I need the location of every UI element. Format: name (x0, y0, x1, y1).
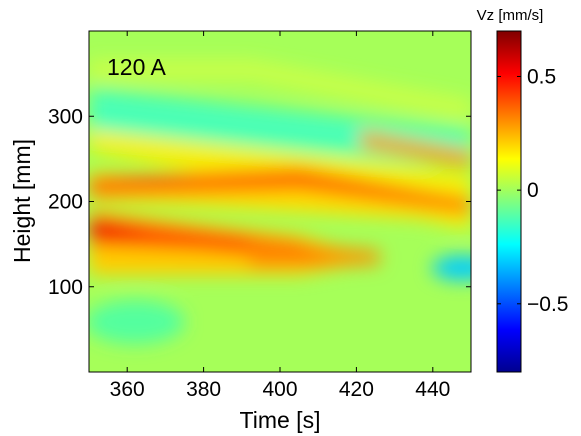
heatmap-field (89, 60, 471, 344)
y-tick-label: 200 (48, 191, 83, 214)
x-tick-label: 440 (415, 378, 450, 401)
field-red-band-upper-core (89, 168, 471, 212)
field-orange-right (250, 240, 380, 268)
x-tick-label: 380 (186, 378, 221, 401)
y-axis-label: Height [mm] (9, 139, 35, 263)
field-cyan-blob-bottom (89, 300, 185, 344)
field-cyan-blob-right (432, 256, 471, 280)
colorbar-gradient (496, 30, 522, 373)
field-light-yellow-top (89, 60, 471, 120)
x-tick-label: 420 (339, 378, 374, 401)
y-tick-label: 300 (48, 105, 83, 128)
x-axis-label: Time [s] (240, 407, 321, 433)
colorbar-ticks: −0.5 0 0.5 (497, 65, 568, 316)
plot-area: 120 A (88, 30, 472, 373)
colorbar-tick-label: 0 (527, 179, 539, 202)
colorbar: −0.5 0 0.5 Vz [mm/s] (477, 7, 568, 373)
y-axis: 100 200 300 (48, 105, 471, 299)
colorbar-tick-label: −0.5 (527, 293, 568, 316)
x-tick-label: 400 (262, 378, 297, 401)
annotation-label: 120 A (107, 54, 166, 80)
x-axis: 360 380 400 420 440 (110, 31, 450, 401)
colorbar-tick-label: 0.5 (527, 65, 556, 88)
field-upper-orange-band (360, 130, 471, 168)
field-red-band-lower-deep (89, 218, 150, 238)
x-tick-label: 360 (110, 378, 145, 401)
colorbar-title: Vz [mm/s] (477, 7, 544, 24)
y-tick-label: 100 (48, 276, 83, 299)
